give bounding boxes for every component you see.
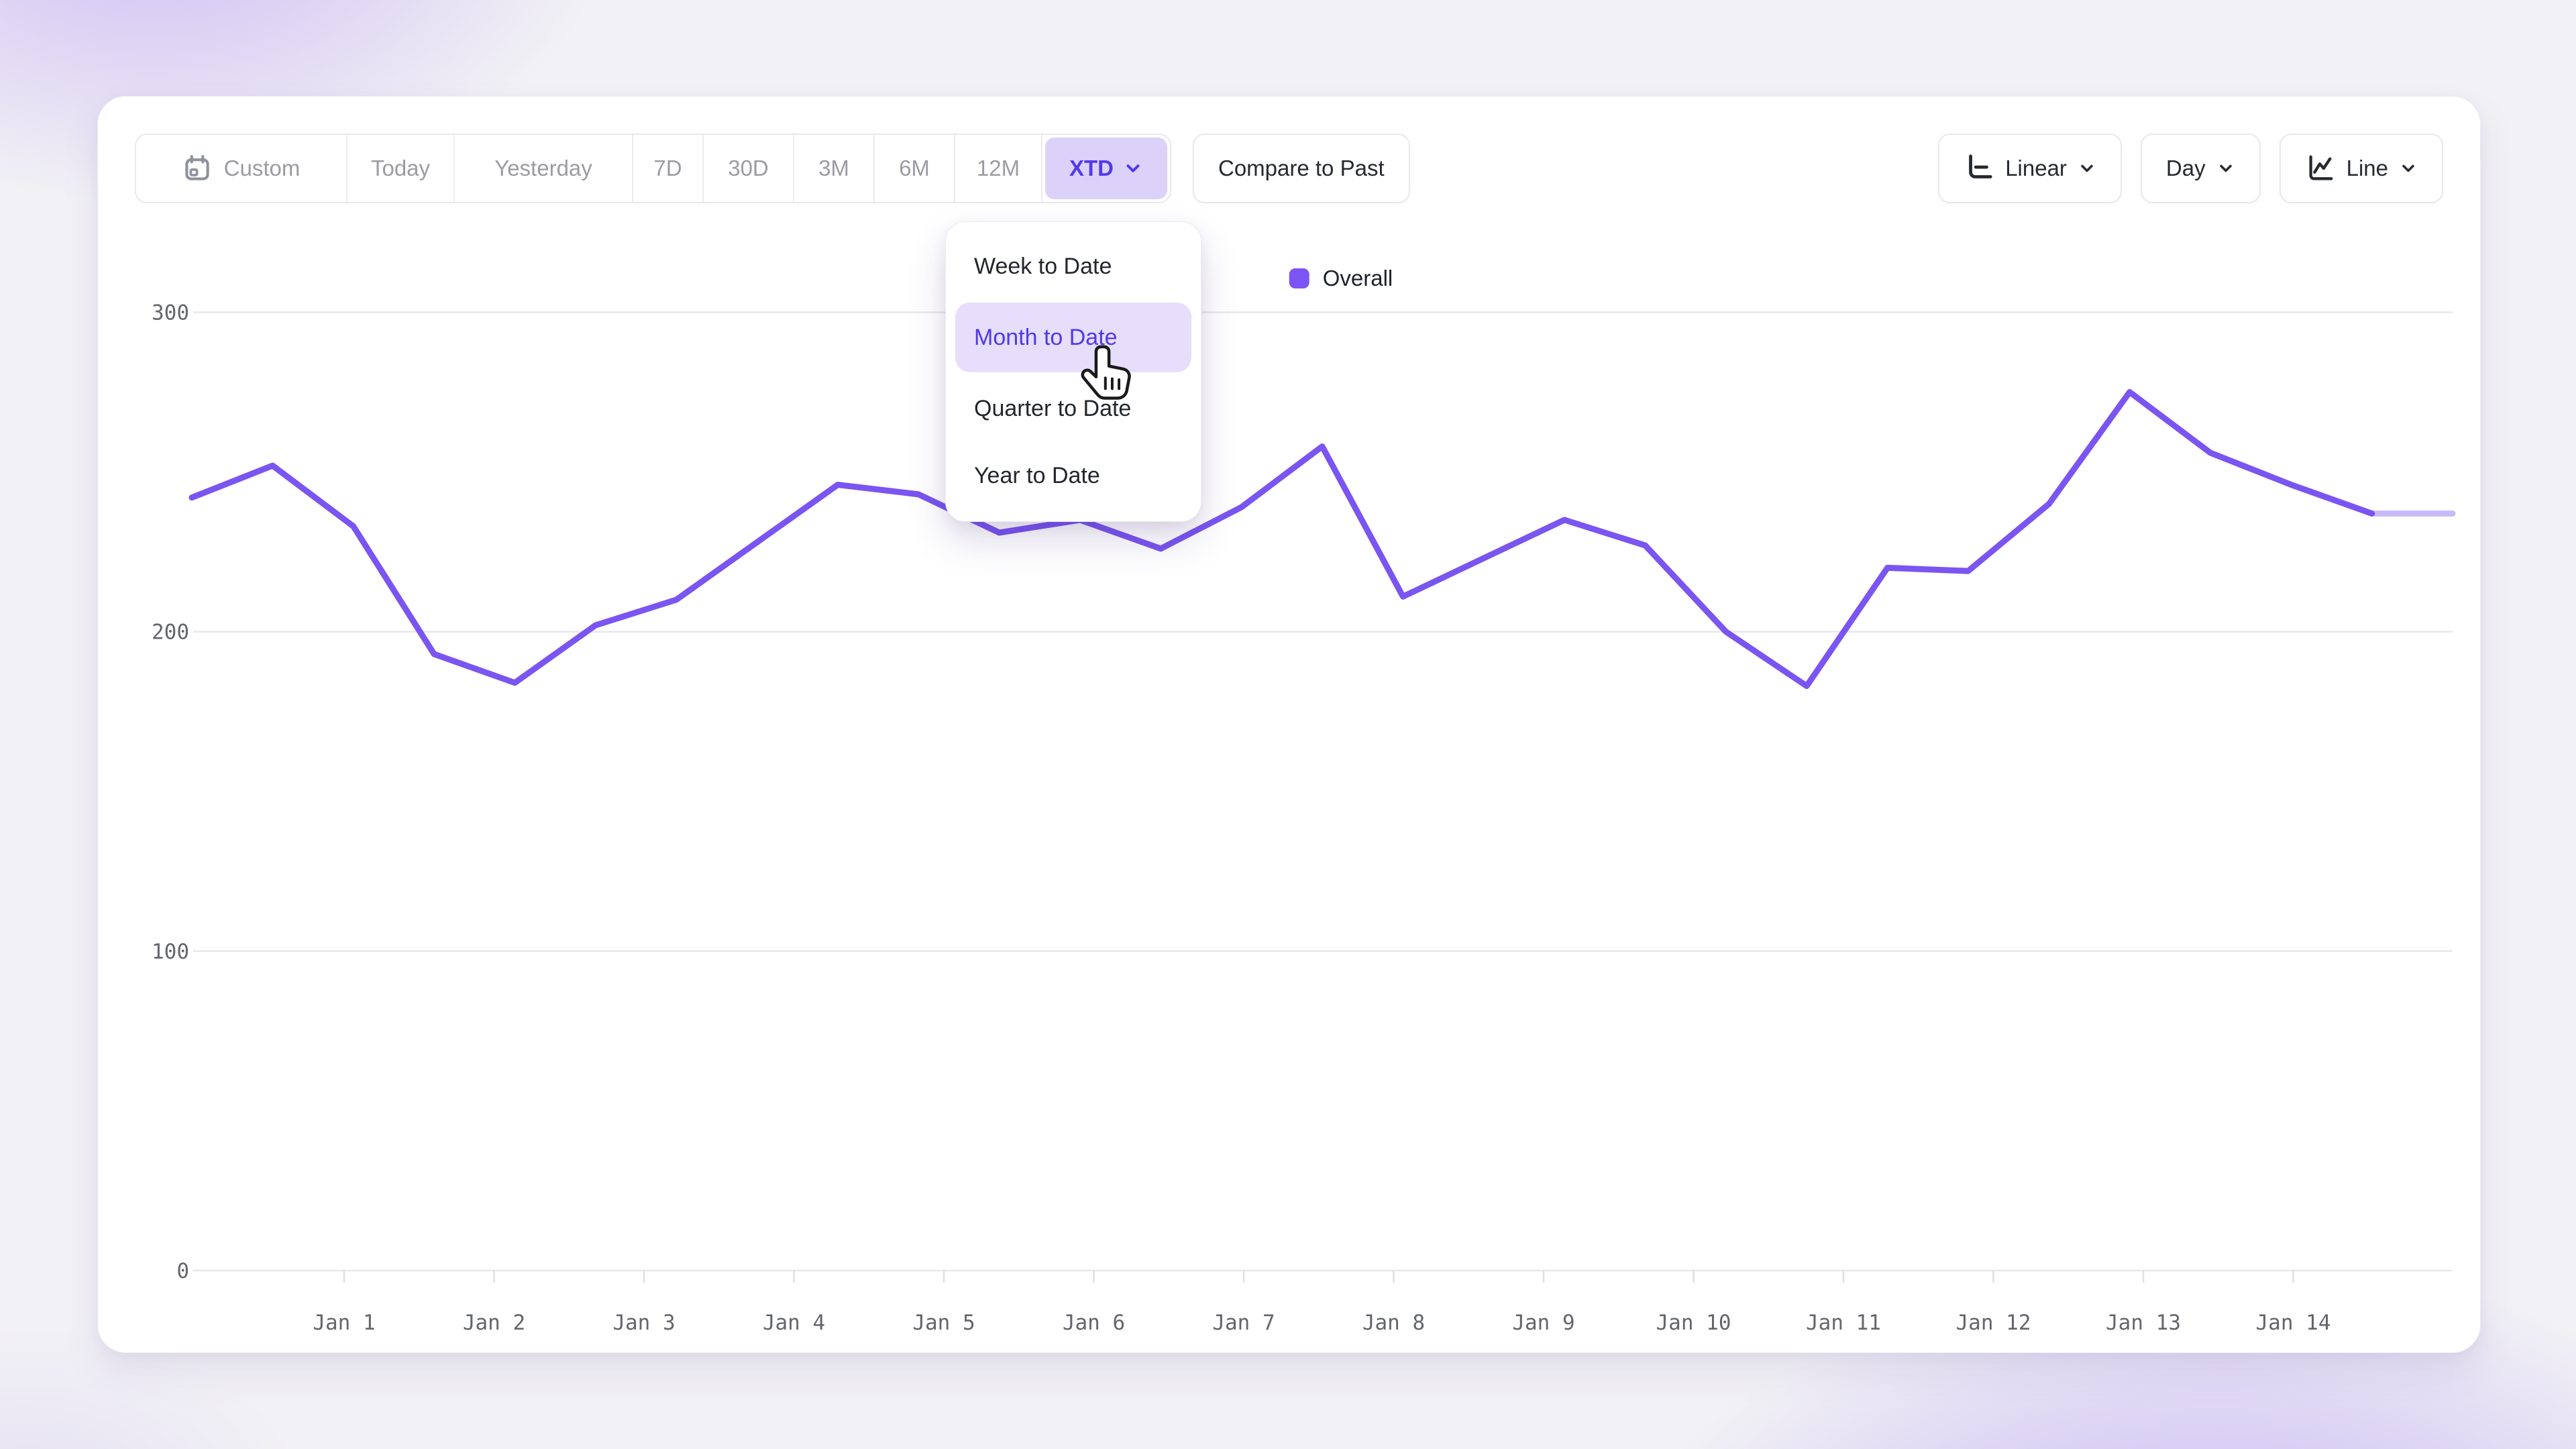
- x-tick-label: Jan 13: [2106, 1311, 2181, 1335]
- range-button-7d[interactable]: 7D: [633, 135, 704, 202]
- range-button-custom[interactable]: Custom: [136, 135, 347, 202]
- range-button-3m[interactable]: 3M: [794, 135, 875, 202]
- chevron-down-icon: [2219, 164, 2232, 172]
- toolbar: Custom Today Yesterday 7D 30D 3M 6M 12M XTD Comp…: [135, 133, 2443, 203]
- line-chart-icon: [2309, 155, 2333, 180]
- range-button-yesterday[interactable]: Yesterday: [455, 135, 633, 202]
- interval-label: Day: [2165, 156, 2206, 180]
- chart-card: Custom Today Yesterday 7D 30D 3M 6M 12M XTD Comp…: [97, 96, 2481, 1353]
- chevron-down-icon: [2081, 164, 2093, 172]
- scale-label: Linear: [2005, 156, 2067, 180]
- legend-label-overall: Overall: [1322, 266, 1393, 290]
- x-tick-label: Jan 4: [763, 1311, 825, 1335]
- x-tick-label: Jan 8: [1362, 1311, 1425, 1335]
- range-button-6m[interactable]: 6M: [875, 135, 955, 202]
- x-tick-label: Jan 1: [313, 1311, 375, 1335]
- range-button-label: XTD: [1069, 156, 1114, 180]
- range-button-label: 30D: [728, 156, 769, 180]
- x-tick-label: Jan 11: [1806, 1311, 1881, 1335]
- compare-to-past-button[interactable]: Compare to Past: [1193, 133, 1410, 203]
- dropdown-item-year-to-date[interactable]: Year to Date: [974, 462, 1100, 488]
- chart-type-label: Line: [2346, 156, 2388, 180]
- chevron-down-icon: [1126, 164, 1140, 172]
- range-button-30d[interactable]: 30D: [704, 135, 794, 202]
- cursor-hand-icon: [1081, 345, 1131, 400]
- x-tick-label: Jan 6: [1063, 1311, 1125, 1335]
- scale-select[interactable]: Linear: [1938, 133, 2122, 203]
- range-button-label: Today: [370, 156, 431, 180]
- legend: Overall: [1289, 266, 1393, 291]
- date-range-dropdown: Week to Date Month to Date Quarter to Date…: [945, 221, 1201, 522]
- series-line-overall: [189, 389, 2375, 690]
- range-button-xtd[interactable]: XTD: [1045, 138, 1167, 199]
- chart-options-cluster: Linear Day Line: [1938, 133, 2443, 203]
- chart-svg: 0 100 200 300 Jan 1 Jan 2 Jan 3 Jan 4 Jan 5 Jan 6…: [152, 301, 2456, 1335]
- y-tick-label: 200: [152, 621, 189, 645]
- y-tick-label: 100: [152, 940, 189, 964]
- compare-to-past-label: Compare to Past: [1218, 156, 1385, 180]
- range-button-today[interactable]: Today: [347, 135, 455, 202]
- dropdown-item-week-to-date[interactable]: Week to Date: [974, 253, 1112, 279]
- range-button-label: Custom: [223, 156, 301, 180]
- range-button-12m[interactable]: 12M: [955, 135, 1042, 202]
- range-button-label: 6M: [899, 156, 930, 180]
- x-tick-label: Jan 9: [1512, 1311, 1574, 1335]
- interval-select[interactable]: Day: [2140, 133, 2261, 203]
- x-tick-label: Jan 12: [1956, 1311, 2031, 1335]
- x-tick-label: Jan 5: [912, 1311, 975, 1335]
- dropdown-item-quarter-to-date[interactable]: Quarter to Date: [974, 395, 1132, 421]
- range-button-label: 12M: [976, 156, 1020, 180]
- range-button-label: 7D: [653, 156, 682, 180]
- calendar-icon: [184, 155, 209, 180]
- dropdown-item-month-to-date[interactable]: Month to Date: [955, 303, 1191, 372]
- x-tick-label: Jan 10: [1656, 1311, 1731, 1335]
- range-button-label: 3M: [818, 156, 849, 180]
- y-tick-label: 300: [152, 301, 189, 325]
- legend-swatch-overall: [1289, 268, 1309, 288]
- chevron-down-icon: [2402, 164, 2414, 172]
- x-tick-label: Jan 3: [612, 1311, 675, 1335]
- x-tick-label: Jan 14: [2256, 1311, 2331, 1335]
- chart-type-select[interactable]: Line: [2279, 133, 2443, 203]
- linear-scale-icon: [1969, 154, 1992, 178]
- y-tick-label: 0: [176, 1259, 189, 1283]
- x-tick-label: Jan 7: [1212, 1311, 1275, 1335]
- x-tick-label: Jan 2: [463, 1311, 525, 1335]
- range-button-label: Yesterday: [494, 156, 592, 180]
- date-range-group: Custom Today Yesterday 7D 30D 3M 6M 12M XTD: [135, 133, 1171, 203]
